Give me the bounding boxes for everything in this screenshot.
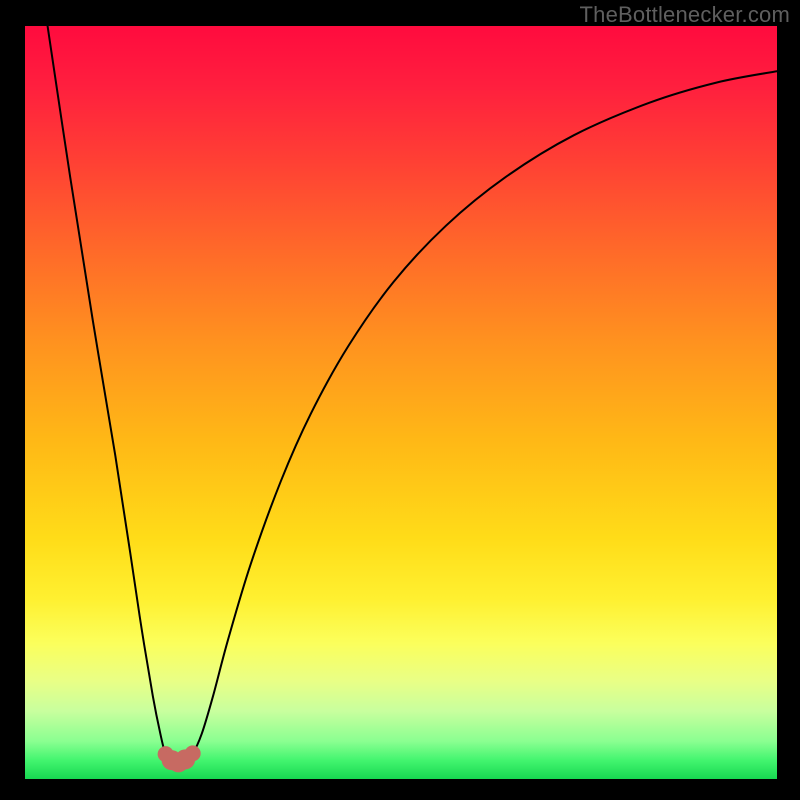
bottleneck-curve-chart — [25, 26, 777, 779]
watermark-text: TheBottlenecker.com — [580, 2, 790, 28]
chart-background — [25, 26, 777, 779]
dip-marker — [185, 745, 201, 761]
chart-stage: TheBottlenecker.com — [0, 0, 800, 800]
